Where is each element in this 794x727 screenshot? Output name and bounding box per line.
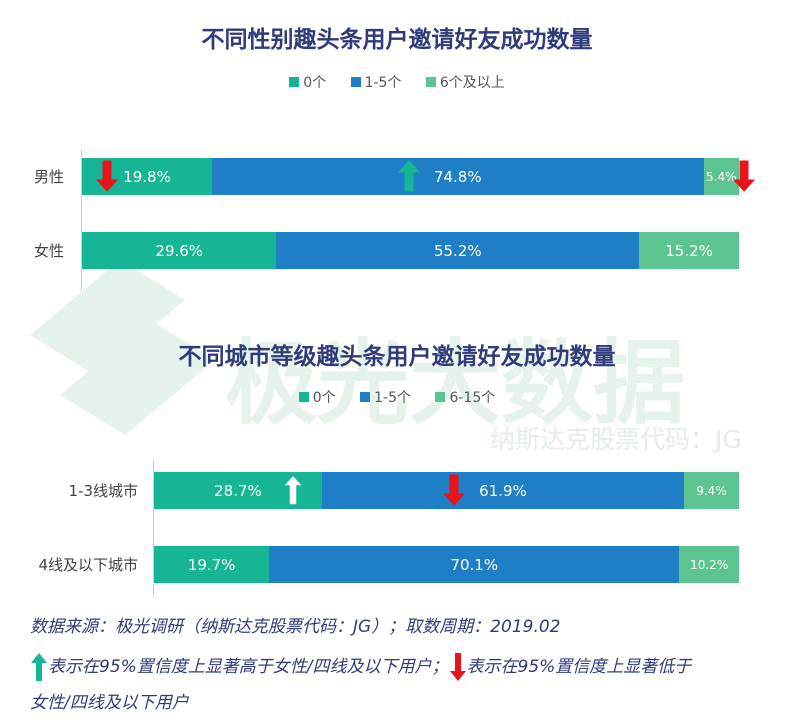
legend-item: 1-5个: [360, 387, 411, 407]
significance-up-arrow: [397, 160, 420, 196]
significance-legend-line2: 女性/四线及以下用户: [30, 693, 189, 713]
bar-segment: 5.4%: [703, 158, 739, 195]
legend-up-text: 表示在95%置信度上显著高于女性/四线及以下用户；: [48, 657, 449, 677]
data-label: 9.4%: [696, 483, 727, 498]
data-label: 28.7%: [214, 481, 262, 500]
chart-1-title: 不同性别趣头条用户邀请好友成功数量: [201, 27, 593, 53]
data-label: 29.6%: [155, 241, 204, 260]
bar-segment: 61.9%: [321, 472, 684, 509]
data-label: 55.2%: [433, 241, 482, 260]
significance-down-arrow: [442, 474, 466, 510]
legend-item: 6个及以上: [425, 72, 505, 92]
category-label: 女性: [33, 242, 64, 260]
data-label: 61.9%: [479, 481, 527, 500]
chart-1-axis: [81, 150, 82, 290]
legend-item: 1-5个: [350, 72, 401, 92]
data-label: 19.8%: [123, 167, 171, 186]
bar-segment: 10.2%: [679, 546, 739, 583]
chart-2-legend: 0个 1-5个 6-15个: [0, 387, 794, 407]
chart-2-axis: [153, 460, 154, 598]
bar-segment: 15.2%: [639, 232, 739, 269]
bar-segment: 19.7%: [154, 546, 270, 583]
bar-segment: 55.2%: [276, 232, 640, 269]
watermark-stock: 纳斯达克股票代码：JG: [490, 425, 742, 454]
legend-down-text: 表示在95%置信度上显著低于: [466, 657, 692, 677]
chart-2-title: 不同城市等级趣头条用户邀请好友成功数量: [178, 344, 616, 370]
chart-1-legend: 0个 1-5个 6个及以上: [0, 72, 794, 92]
legend-item: 0个: [289, 72, 326, 92]
data-label: 5.4%: [706, 169, 737, 184]
data-label: 10.2%: [690, 557, 729, 572]
legend-item: 6-15个: [435, 387, 495, 407]
bar-segment: 29.6%: [82, 232, 277, 269]
legend-item: 0个: [298, 387, 336, 407]
arrow-up-icon: [31, 653, 47, 681]
significance-down-arrow: [732, 160, 756, 196]
data-label: 74.8%: [433, 167, 482, 186]
significance-up-arrow: [281, 473, 305, 510]
bar-segment: 70.1%: [269, 546, 680, 583]
data-label: 19.7%: [187, 555, 236, 574]
bar-segment: 74.8%: [212, 158, 704, 195]
significance-down-arrow: [95, 160, 119, 196]
category-label: 1-3线城市: [68, 482, 139, 500]
arrow-down-icon: [449, 653, 466, 681]
bar-segment: 9.4%: [684, 472, 739, 509]
category-label: 4线及以下城市: [38, 556, 138, 574]
data-label: 15.2%: [665, 241, 713, 260]
source-note: 数据来源：极光调研（纳斯达克股票代码：JG）；取数周期：2019.02: [30, 617, 561, 637]
data-label: 70.1%: [450, 555, 499, 574]
category-label: 男性: [33, 168, 64, 186]
significance-legend-line1: 表示在95%置信度上显著高于女性/四线及以下用户； 表示在95%置信度上显著低于: [30, 652, 691, 682]
